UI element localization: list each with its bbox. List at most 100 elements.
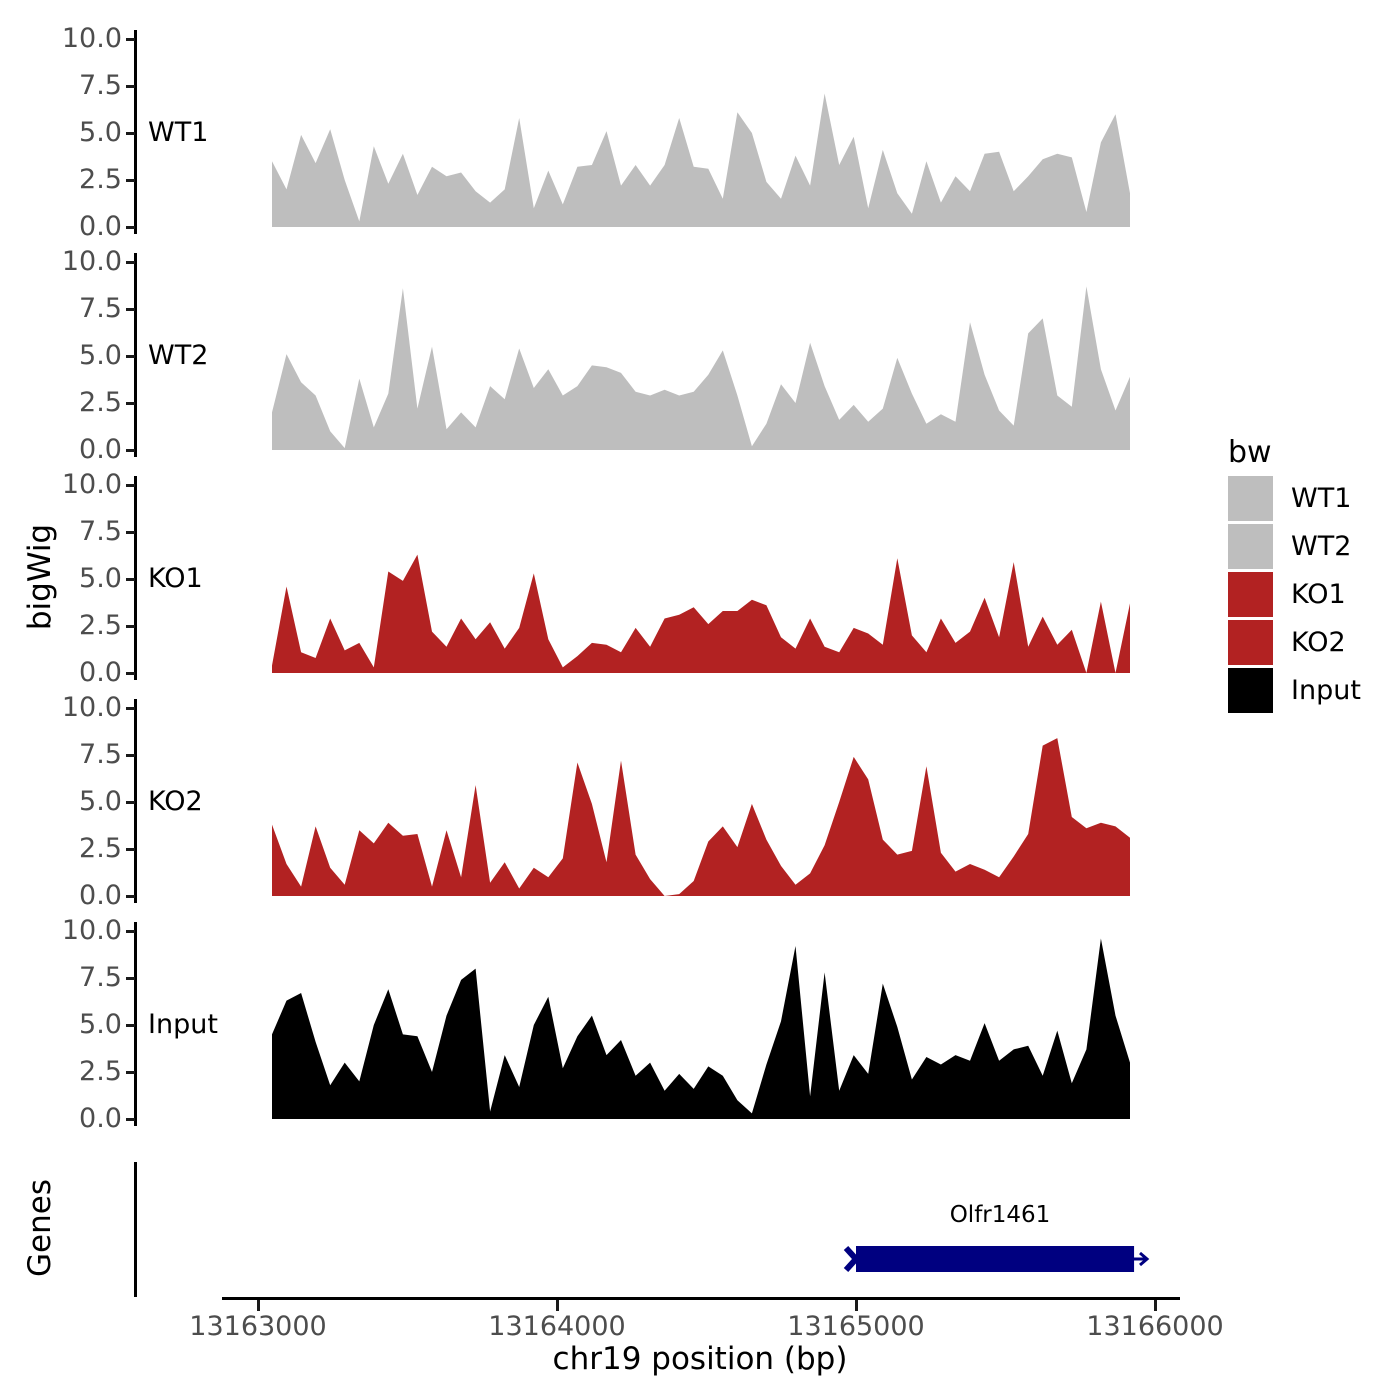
y-tick-label: 0.0 (79, 211, 122, 242)
y-tick-label: 0.0 (79, 880, 122, 911)
legend-item: KO1 (1228, 572, 1361, 617)
y-tick (126, 37, 135, 41)
legend-swatch (1228, 668, 1273, 713)
legend-swatch (1228, 524, 1273, 569)
y-tick (126, 706, 135, 710)
area-polygon-Input (272, 938, 1130, 1119)
x-tick-label: 13165000 (787, 1311, 925, 1342)
x-tick (555, 1300, 559, 1311)
legend-item: KO2 (1228, 620, 1361, 665)
legend-label: KO1 (1291, 579, 1346, 610)
y-tick (126, 847, 135, 851)
genes-axis-line (134, 1162, 137, 1297)
area-chart-KO2 (272, 738, 1130, 896)
y-tick-label: 5.0 (79, 563, 122, 594)
x-tick-label: 13163000 (189, 1311, 327, 1342)
y-tick-label: 10.0 (61, 23, 122, 54)
area-chart-Input (272, 938, 1130, 1119)
y-tick (126, 577, 135, 581)
track-label: KO1 (148, 563, 203, 594)
y-tick-label: 7.5 (79, 962, 122, 993)
y-tick-label: 2.5 (79, 387, 122, 418)
y-tick-label: 7.5 (79, 516, 122, 547)
gene-direction-chevron-icon (843, 1245, 861, 1273)
y-axis-line (134, 922, 137, 1126)
y-tick (126, 84, 135, 88)
gene-body-rect (856, 1246, 1135, 1272)
legend: bw WT1 WT2 KO1 KO2 Input (1228, 436, 1361, 716)
y-axis-line (134, 30, 137, 234)
x-tick (854, 1300, 858, 1311)
legend-title: bw (1228, 435, 1272, 470)
x-tick-label: 13164000 (488, 1311, 626, 1342)
legend-label: WT1 (1291, 483, 1352, 514)
legend-label: KO2 (1291, 627, 1346, 658)
track-label: WT2 (148, 340, 209, 371)
y-axis-line (134, 476, 137, 680)
x-axis-line (222, 1297, 1180, 1300)
track-label: WT1 (148, 117, 209, 148)
legend-item: WT2 (1228, 524, 1361, 569)
legend-items: WT1 WT2 KO1 KO2 Input (1228, 476, 1361, 713)
track-label: Input (148, 1009, 218, 1040)
y-tick (126, 800, 135, 804)
legend-swatch (1228, 572, 1273, 617)
area-polygon-KO2 (272, 738, 1130, 896)
legend-swatch (1228, 476, 1273, 521)
y-tick (126, 929, 135, 933)
x-tick (1153, 1300, 1157, 1311)
y-tick (126, 1023, 135, 1027)
area-polygon-KO1 (272, 554, 1130, 673)
y-tick (126, 260, 135, 264)
y-tick-label: 10.0 (61, 246, 122, 277)
legend-label: Input (1291, 675, 1361, 706)
y-tick (126, 976, 135, 980)
x-axis-title: chr19 position (bp) (552, 1341, 848, 1377)
y-tick-label: 10.0 (61, 692, 122, 723)
y-axis-line (134, 253, 137, 457)
area-polygon-WT2 (272, 286, 1130, 450)
y-tick (126, 448, 135, 452)
area-chart-WT2 (272, 286, 1130, 450)
area-chart-KO1 (272, 554, 1130, 673)
y-tick (126, 624, 135, 628)
y-tick-label: 7.5 (79, 293, 122, 324)
y-axis-title-genes: Genes (22, 1179, 58, 1277)
y-tick (126, 530, 135, 534)
y-tick (126, 894, 135, 898)
track-label: KO2 (148, 786, 203, 817)
legend-item: WT1 (1228, 476, 1361, 521)
y-tick (126, 1117, 135, 1121)
y-tick (126, 307, 135, 311)
gene-label: Olfr1461 (949, 1202, 1051, 1228)
y-tick (126, 354, 135, 358)
y-tick-label: 10.0 (61, 469, 122, 500)
y-tick (126, 401, 135, 405)
y-tick-label: 5.0 (79, 786, 122, 817)
legend-label: WT2 (1291, 531, 1352, 562)
y-tick-label: 0.0 (79, 434, 122, 465)
y-tick-label: 0.0 (79, 1103, 122, 1134)
y-tick-label: 2.5 (79, 1056, 122, 1087)
y-tick-label: 5.0 (79, 117, 122, 148)
legend-item: Input (1228, 668, 1361, 713)
y-tick-label: 2.5 (79, 610, 122, 641)
area-polygon-WT1 (272, 93, 1130, 227)
y-tick (126, 671, 135, 675)
y-tick-label: 5.0 (79, 1009, 122, 1040)
x-tick (256, 1300, 260, 1311)
y-tick (126, 483, 135, 487)
x-tick-label: 13166000 (1086, 1311, 1224, 1342)
area-chart-WT1 (272, 93, 1130, 227)
legend-swatch (1228, 620, 1273, 665)
y-tick-label: 2.5 (79, 833, 122, 864)
gene-model (843, 1245, 1150, 1273)
y-tick-label: 2.5 (79, 164, 122, 195)
y-tick (126, 131, 135, 135)
y-tick-label: 10.0 (61, 915, 122, 946)
y-tick (126, 1070, 135, 1074)
y-tick-label: 7.5 (79, 739, 122, 770)
gene-arrow-icon (1139, 1251, 1150, 1267)
y-tick (126, 753, 135, 757)
